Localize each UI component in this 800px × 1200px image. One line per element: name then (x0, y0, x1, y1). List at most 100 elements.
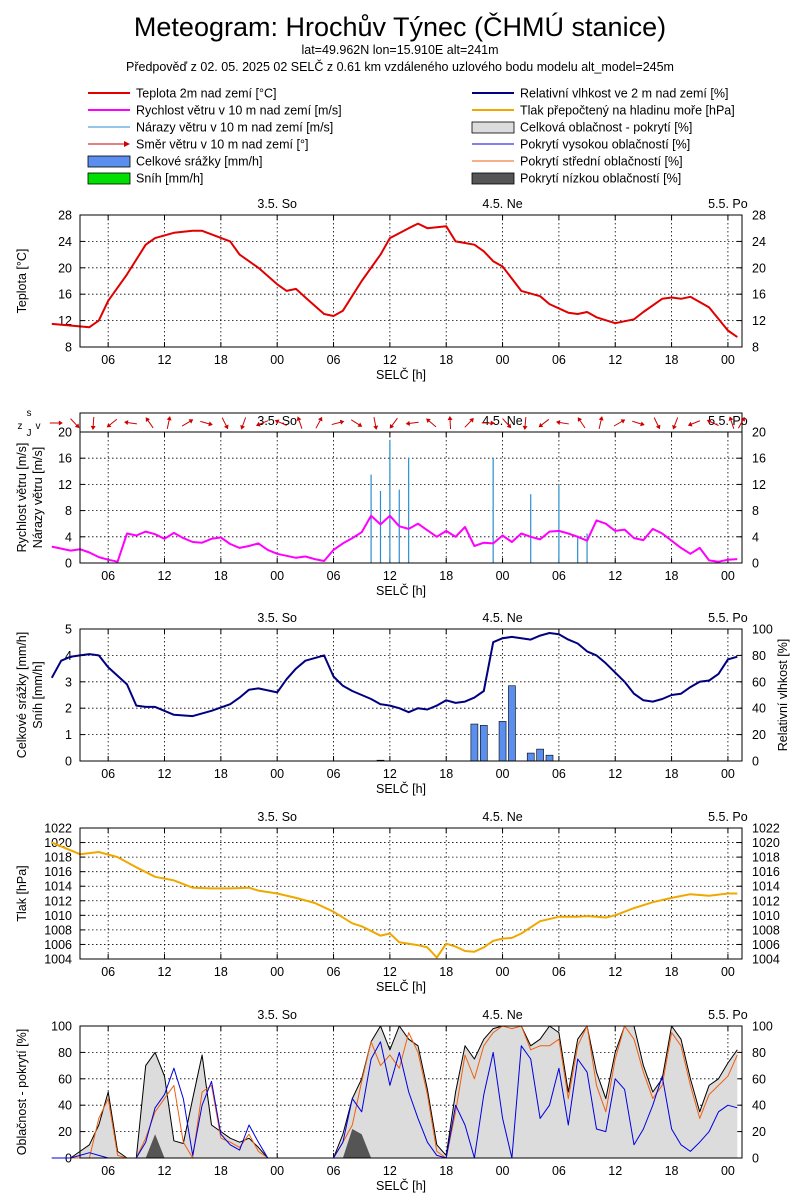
day-label: 4.5. Ne (482, 414, 522, 428)
wind-arrow-head (728, 416, 734, 421)
y-tick-label: 24 (58, 235, 72, 249)
legend-item: Celkové srážky [mm/h] (87, 155, 262, 169)
y-tick-label: 8 (65, 504, 72, 518)
legend-item: Sníh [mm/h] (87, 172, 203, 186)
x-tick-label: 06 (101, 569, 115, 583)
y-tick-label: 100 (51, 1020, 72, 1034)
day-label: 3.5. So (257, 611, 297, 625)
y-tick-label-right: 1018 (752, 851, 780, 865)
x-tick-label: 00 (496, 353, 510, 367)
wind-arrow-head (740, 416, 745, 422)
legend-label: Rychlost větru v 10 m nad zemí [m/s] (136, 104, 342, 118)
y-tick-label-right: 1004 (752, 953, 780, 967)
y-tick-label: 80 (58, 1046, 72, 1060)
wind-arrow-head (405, 420, 410, 426)
wind-arrow (124, 420, 137, 426)
x-tick-label: 18 (439, 965, 453, 979)
y-tick-label: 60 (58, 1072, 72, 1086)
y-tick-label: 1022 (44, 822, 72, 836)
wind-arrow (350, 419, 363, 427)
y-tick-label-right: 16 (752, 452, 766, 466)
wind-arrow-head (357, 422, 363, 427)
day-label: 5.5. Po (708, 414, 748, 428)
x-tick-label: 06 (552, 569, 566, 583)
day-label: 3.5. So (257, 1008, 297, 1022)
wind-arrow-head (620, 419, 626, 424)
y-tick-label-right: 1020 (752, 836, 780, 850)
x-tick-label: 00 (270, 767, 284, 781)
wind-arrow-head (58, 420, 63, 426)
x-tick-label: 18 (439, 1164, 453, 1178)
compass-label: J (27, 428, 32, 439)
x-tick-label: 18 (214, 965, 228, 979)
y-axis-label-2: Sníh [mm/h] (31, 661, 45, 728)
y-tick-label: 1014 (44, 880, 72, 894)
wind-arrow (598, 416, 604, 429)
legend-label: Sníh [mm/h] (136, 172, 203, 186)
y-tick-label-right: 0 (752, 1152, 759, 1166)
y-tick-label-right: 100 (752, 623, 773, 637)
y-tick-label-right: 8 (752, 504, 759, 518)
wind-arrow-head (373, 425, 379, 430)
wind-arrow-head (706, 419, 712, 424)
wind-arrow (502, 418, 512, 429)
y-tick-label-right: 60 (752, 1072, 766, 1086)
legend-item: Nárazy větru v 10 m nad zemí [m/s] (88, 121, 333, 135)
y-tick-label: 8 (65, 341, 72, 355)
wind-arrow-head (240, 424, 245, 430)
y-tick-label-right: 24 (752, 235, 766, 249)
wind-arrow-head (640, 421, 645, 427)
x-tick-label: 18 (665, 569, 679, 583)
legend-arrowhead (124, 141, 130, 147)
y-tick-label-right: 8 (752, 341, 759, 355)
wind-arrow (653, 417, 661, 430)
x-tick-label: 06 (552, 353, 566, 367)
wind-arrow (166, 416, 172, 429)
day-label: 5.5. Po (708, 611, 748, 625)
x-tick-label: 12 (158, 569, 172, 583)
x-tick-label: 00 (721, 353, 735, 367)
wind-arrow-head (655, 424, 661, 430)
x-tick-label: 12 (608, 1164, 622, 1178)
y-tick-label-right: 20 (752, 426, 766, 440)
panel-frame-5 (79, 1025, 743, 1159)
legend-label: Celkové srážky [mm/h] (136, 155, 262, 169)
y-tick-label: 1008 (44, 923, 72, 937)
wind-arrow (181, 419, 194, 427)
x-axis-label: SELČ [h] (376, 583, 426, 598)
wind-arrow (240, 417, 247, 430)
wind-arrow-head (145, 417, 151, 422)
y-tick-label: 1016 (44, 865, 72, 879)
legend-item: Tlak přepočtený na hladinu moře [hPa] (472, 104, 735, 118)
legend-swatch (471, 172, 515, 185)
wind-arrow (315, 416, 323, 429)
legend-item: Směr větru v 10 m nad zemí [°] (88, 138, 308, 152)
wind-speed-line (51, 514, 738, 563)
legend-label: Relativní vlhkost ve 2 m nad zemí [%] (520, 87, 728, 101)
legend-label: Tlak přepočtený na hladinu moře [hPa] (520, 104, 735, 118)
y-tick-label-right: 60 (752, 675, 766, 689)
x-tick-label: 06 (327, 1164, 341, 1178)
x-tick-label: 00 (721, 569, 735, 583)
wind-arrow (464, 417, 474, 428)
wind-arrow-head (469, 417, 474, 423)
wind-arrow (737, 416, 745, 429)
x-tick-label: 00 (270, 965, 284, 979)
y-tick-label: 3 (65, 675, 72, 689)
legend-swatch (87, 155, 131, 168)
precip-bar (545, 754, 554, 762)
x-tick-label: 00 (270, 353, 284, 367)
legend-label: Pokrytí nízkou oblačností [%] (520, 172, 681, 186)
wind-arrow (255, 420, 269, 427)
wind-arrow (405, 420, 419, 426)
y-tick-label-right: 20 (752, 1125, 766, 1139)
day-label: 4.5. Ne (482, 611, 522, 625)
wind-arrow (577, 417, 586, 429)
x-axis-label: SELČ [h] (376, 1178, 426, 1193)
y-tick-label: 20 (58, 1125, 72, 1139)
wind-arrow-head (339, 419, 345, 425)
panel-frame-3 (79, 628, 743, 762)
panel-4: 3.5. So 4.5. Ne 5.5. Po1004100610081010101… (15, 810, 780, 994)
legend-item: Pokrytí vysokou oblačností [%] (472, 138, 690, 152)
day-label: 5.5. Po (708, 197, 748, 211)
